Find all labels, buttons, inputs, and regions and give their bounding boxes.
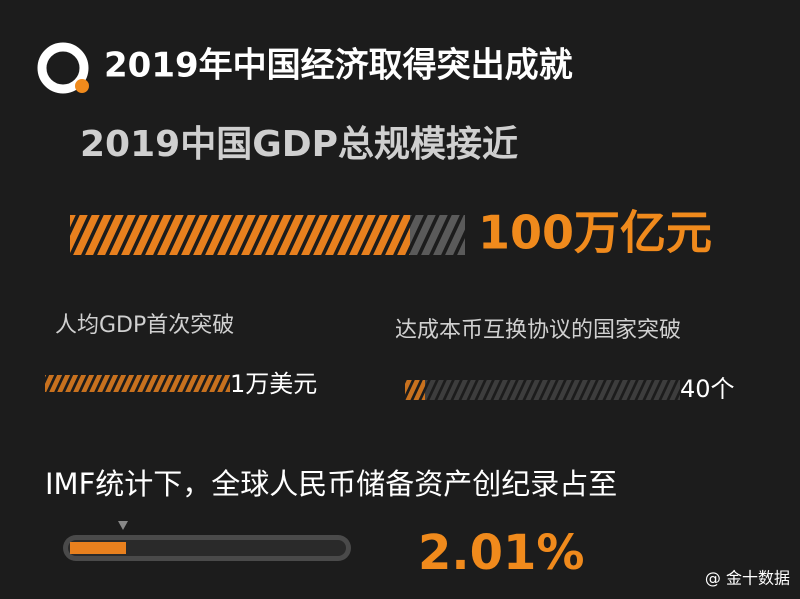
stat-bar-rest <box>425 380 680 400</box>
stat-value: 1万美元 <box>230 370 317 398</box>
progress-stripes <box>70 215 410 255</box>
stat-label: 达成本币互换协议的国家突破 <box>395 318 681 343</box>
track-fill <box>70 542 126 554</box>
title: 2019年中国经济取得突出成就 <box>104 46 573 86</box>
stat-value: 40个 <box>680 375 735 403</box>
logo-dot <box>75 79 89 93</box>
stat-bar <box>45 375 230 392</box>
pointer <box>118 521 128 530</box>
brand: @ 金十数据 <box>705 569 790 588</box>
progress-stripes-rest <box>410 215 465 255</box>
logo <box>37 42 89 94</box>
footer-label: IMF统计下，全球人民币储备资产创纪录占至 <box>45 467 617 501</box>
subtitle: 2019中国GDP总规模接近 <box>80 124 518 165</box>
stat-bar <box>405 380 425 400</box>
track-inner <box>68 540 346 556</box>
headline-value: 100万亿元 <box>478 206 712 260</box>
logo-ring <box>37 42 89 94</box>
stat-label: 人均GDP首次突破 <box>55 313 234 338</box>
footer-value: 2.01% <box>418 525 585 581</box>
